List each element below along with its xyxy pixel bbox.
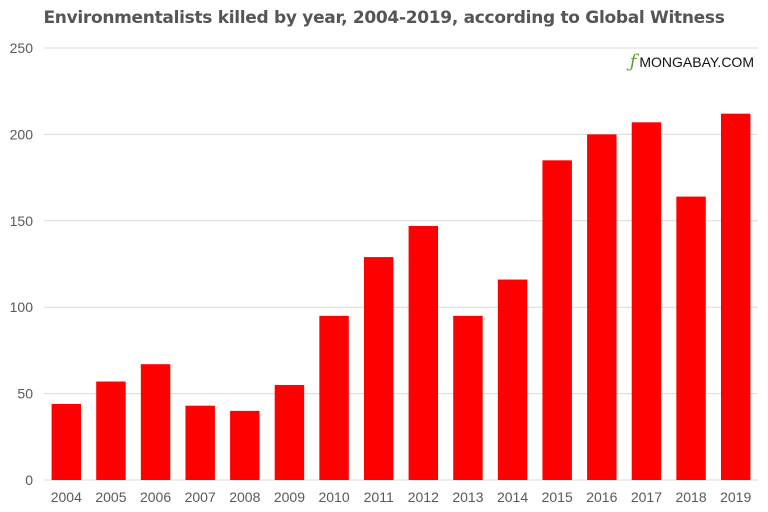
y-tick-label: 250 — [10, 40, 34, 56]
x-tick-label: 2012 — [408, 489, 439, 505]
x-tick-label: 2007 — [185, 489, 216, 505]
y-tick-label: 150 — [10, 213, 34, 229]
bar-2008 — [230, 410, 260, 480]
brand-label: MONGABAY.COM — [639, 54, 754, 70]
bars — [51, 113, 751, 480]
bar-2006 — [140, 364, 171, 480]
bar-2011 — [363, 257, 394, 480]
x-tick-label: 2009 — [274, 489, 305, 505]
bar-2018 — [676, 196, 706, 480]
x-tick-label: 2006 — [140, 489, 171, 505]
x-tick-label: 2014 — [497, 489, 528, 505]
bar-2014 — [497, 279, 528, 480]
bar-2010 — [319, 315, 349, 480]
bar-2007 — [185, 405, 215, 480]
x-tick-label: 2005 — [95, 489, 126, 505]
x-tick-label: 2013 — [452, 489, 483, 505]
x-tick-label: 2019 — [720, 489, 751, 505]
y-tick-label: 100 — [10, 299, 34, 315]
bar-2015 — [542, 160, 572, 480]
mongabay-logo-icon: ƒ — [629, 51, 637, 72]
bar-2019 — [720, 113, 751, 480]
bar-2009 — [274, 384, 305, 480]
bar-2005 — [96, 381, 126, 480]
y-tick-label: 50 — [17, 386, 33, 402]
chart-title: Environmentalists killed by year, 2004-2… — [43, 8, 725, 28]
x-tick-label: 2018 — [675, 489, 706, 505]
x-tick-label: 2008 — [229, 489, 260, 505]
x-tick-label: 2011 — [364, 489, 394, 505]
x-tick-label: 2010 — [318, 489, 349, 505]
x-tick-label: 2017 — [631, 489, 662, 505]
x-tick-label: 2015 — [542, 489, 573, 505]
mongabay-brand: ƒ MONGABAY.COM — [630, 53, 754, 71]
bar-2012 — [408, 225, 439, 480]
bar-2004 — [51, 403, 82, 480]
y-tick-label: 0 — [25, 472, 33, 488]
bar-2016 — [587, 134, 617, 480]
x-tick-label: 2016 — [586, 489, 617, 505]
x-tick-label: 2004 — [51, 489, 82, 505]
y-axis-ticks: 0 50 100 150 200 250 — [10, 40, 34, 488]
y-tick-label: 200 — [10, 126, 34, 142]
bar-2013 — [453, 315, 483, 480]
bar-2017 — [631, 122, 662, 480]
x-axis-ticks: 2004 2005 2006 2007 2008 2009 2010 2011 2012 2013… — [51, 489, 752, 505]
